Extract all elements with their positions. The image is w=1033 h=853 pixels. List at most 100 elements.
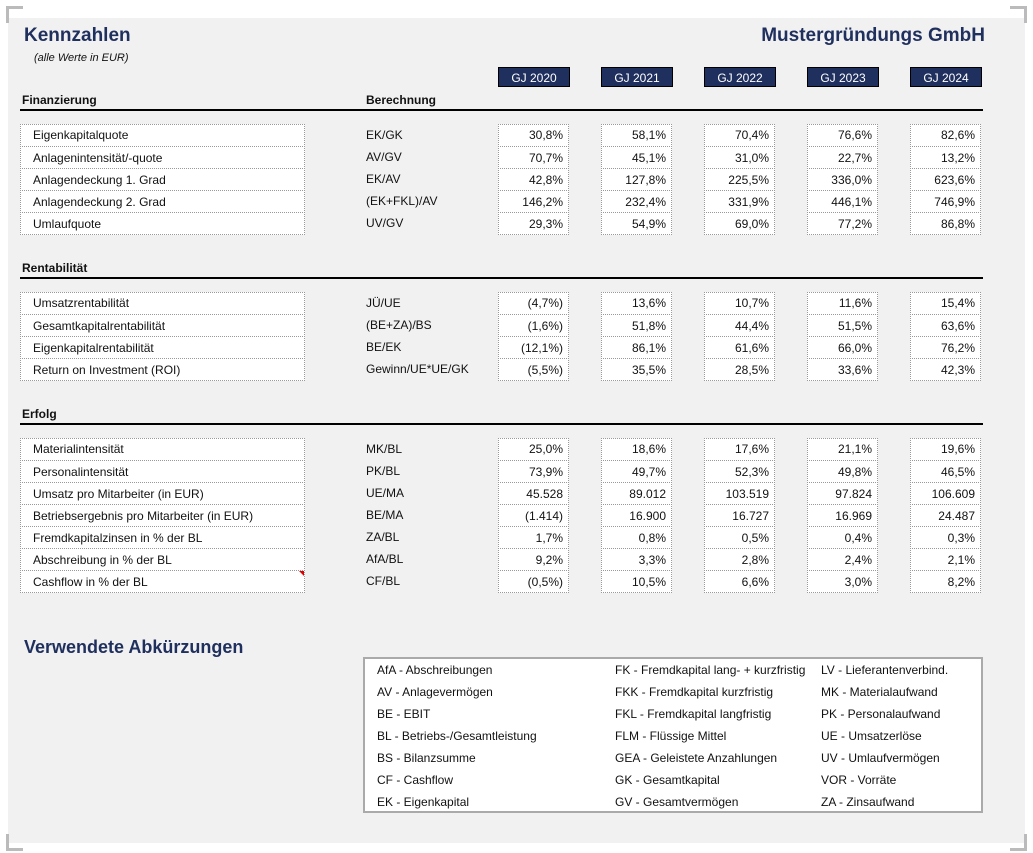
abbreviation-item: EK - Eigenkapital [377, 795, 470, 809]
value-cell: 8,2% [910, 570, 981, 592]
abbreviation-item: GV - Gesamtvermögen [615, 795, 739, 809]
subtitle: (alle Werte in EUR) [34, 52, 129, 64]
row-label: Eigenkapitalquote [33, 128, 129, 142]
value-cell: 2,1% [910, 548, 981, 570]
value-cell: 0,8% [601, 526, 672, 548]
corner-mark [1010, 834, 1027, 851]
abbreviation-item: FKL - Fremdkapital langfristig [615, 707, 772, 721]
value-cell: 35,5% [601, 358, 672, 380]
value-cell: 16.727 [704, 504, 775, 526]
value-cell: (1,6%) [498, 314, 569, 336]
value-cell: 146,2% [498, 190, 569, 212]
value-cell: 76,2% [910, 336, 981, 358]
value-cell: 6,6% [704, 570, 775, 592]
value-cell: 331,9% [704, 190, 775, 212]
label-box [20, 124, 305, 235]
value-cell: 13,2% [910, 146, 981, 168]
year-header: GJ 2022 [704, 67, 776, 87]
value-cell: 21,1% [837, 442, 872, 456]
value-cell: 49,8% [807, 460, 878, 482]
value-cell: 89.012 [601, 482, 672, 504]
value-cell: 623,6% [910, 168, 981, 190]
value-cell: 746,9% [910, 190, 981, 212]
year-header: GJ 2023 [807, 67, 879, 87]
value-cell: 0,5% [704, 526, 775, 548]
value-cell: 42,3% [910, 358, 981, 380]
abbreviation-item: GK - Gesamtkapital [615, 773, 720, 787]
value-cell: 16.900 [601, 504, 672, 526]
abbreviation-item: FLM - Flüssige Mittel [615, 729, 727, 743]
value-cell: 82,6% [940, 128, 975, 142]
abbreviation-item: CF - Cashflow [377, 773, 454, 787]
value-box [910, 124, 981, 235]
value-cell: 232,4% [601, 190, 672, 212]
section-divider [20, 277, 983, 279]
row-label: Cashflow in % der BL [20, 570, 305, 592]
abbreviation-item: VOR - Vorräte [821, 773, 897, 787]
page-title: Kennzahlen [24, 25, 131, 46]
row-label: Abschreibung in % der BL [20, 548, 305, 570]
section-divider [20, 423, 983, 425]
value-cell: 63,6% [910, 314, 981, 336]
value-cell: (4,7%) [527, 296, 563, 310]
abbreviation-item: BL - Betriebs-/Gesamtleistung [377, 729, 537, 743]
row-formula: CF/BL [366, 574, 401, 588]
row-formula: BE/EK [366, 340, 402, 354]
row-label: Anlagendeckung 2. Grad [20, 190, 305, 212]
abbreviations-title: Verwendete Abkürzungen [24, 637, 244, 657]
row-formula: BE/MA [366, 508, 404, 522]
value-cell: 24.487 [910, 504, 981, 526]
value-cell: 13,6% [631, 296, 666, 310]
value-cell: 22,7% [807, 146, 878, 168]
section-title: Rentabilität [22, 261, 88, 275]
row-label: Anlagenintensität/-quote [20, 146, 305, 168]
year-header: GJ 2021 [601, 67, 673, 87]
value-cell: 0,3% [910, 526, 981, 548]
value-cell: 336,0% [807, 168, 878, 190]
value-box [704, 124, 775, 235]
value-cell: 52,3% [704, 460, 775, 482]
row-label: Eigenkapitalrentabilität [20, 336, 305, 358]
value-cell: 9,2% [498, 548, 569, 570]
value-cell: (12,1%) [498, 336, 569, 358]
value-cell: 70,7% [498, 146, 569, 168]
value-cell: 31,0% [704, 146, 775, 168]
value-cell: 10,7% [734, 296, 769, 310]
value-cell: 11,6% [838, 296, 872, 310]
row-label: Materialintensität [33, 442, 124, 456]
value-cell: 97.824 [807, 482, 878, 504]
value-cell: 127,8% [601, 168, 672, 190]
value-box [910, 438, 981, 593]
abbreviation-item: FK - Fremdkapital lang- + kurzfristig [615, 663, 806, 677]
value-box [601, 438, 672, 593]
value-cell: 46,5% [910, 460, 981, 482]
row-label: Personalintensität [20, 460, 305, 482]
row-label: Anlagendeckung 1. Grad [20, 168, 305, 190]
value-cell: 70,4% [734, 128, 769, 142]
value-cell: 2,8% [704, 548, 775, 570]
value-cell: (1.414) [498, 504, 569, 526]
value-cell: 2,4% [807, 548, 878, 570]
abbreviation-item: LV - Lieferantenverbind. [821, 663, 949, 677]
row-label: Return on Investment (ROI) [20, 358, 305, 380]
row-label: Fremdkapitalzinsen in % der BL [20, 526, 305, 548]
corner-mark [6, 834, 23, 851]
value-cell: 51,8% [601, 314, 672, 336]
value-cell: 30,8% [528, 128, 563, 142]
value-cell: 58,1% [631, 128, 666, 142]
abbreviation-item: MK - Materialaufwand [821, 685, 938, 699]
value-cell: 69,0% [704, 212, 775, 234]
value-cell: 77,2% [807, 212, 878, 234]
value-box [807, 124, 878, 235]
value-cell: 45,1% [601, 146, 672, 168]
abbreviation-item: AfA - Abschreibungen [377, 663, 493, 677]
row-formula: Gewinn/UE*UE/GK [366, 362, 469, 376]
value-cell: 42,8% [498, 168, 569, 190]
value-cell: (0,5%) [498, 570, 569, 592]
value-cell: 86,8% [910, 212, 981, 234]
value-cell: 44,4% [704, 314, 775, 336]
section-title: Finanzierung [22, 93, 97, 107]
value-cell: 45.528 [498, 482, 569, 504]
value-cell: 29,3% [498, 212, 569, 234]
value-box [601, 124, 672, 235]
